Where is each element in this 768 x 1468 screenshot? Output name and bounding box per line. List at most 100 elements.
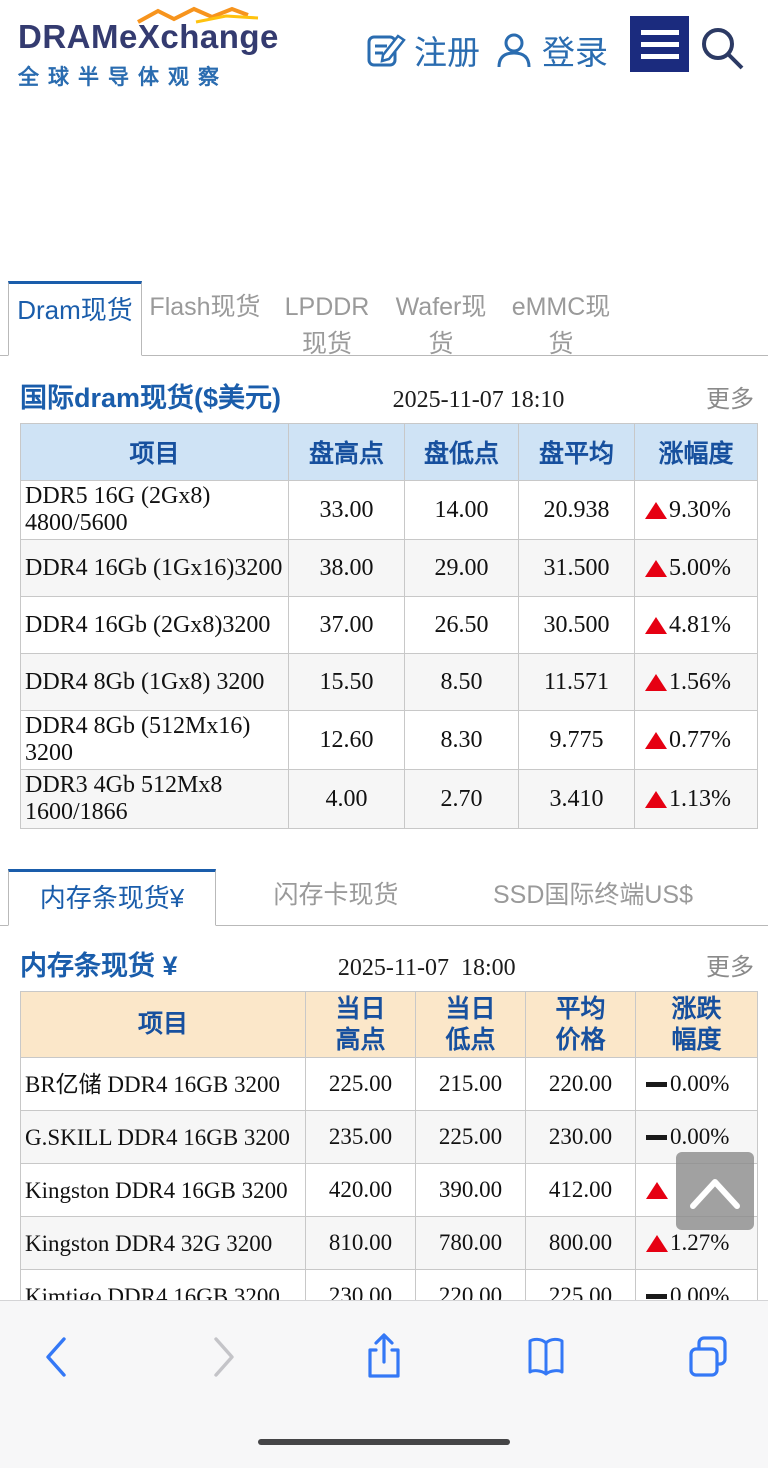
col-header-avg: 盘平均 [518, 423, 635, 481]
cell-high: 38.00 [288, 539, 405, 597]
cell-item: BR亿储 DDR4 16GB 3200 [20, 1057, 306, 1111]
tab-flash-spot[interactable]: Flash现货 [149, 293, 261, 321]
table-row: DDR4 8Gb (1Gx8) 3200 15.50 8.50 11.571 1… [20, 653, 758, 711]
hamburger-bar [640, 41, 679, 47]
register-link[interactable]: 注册 [366, 26, 480, 74]
col-header-item: 项目 [20, 991, 306, 1058]
scroll-to-top-button[interactable] [676, 1152, 754, 1230]
register-icon [367, 34, 406, 67]
hamburger-bar [640, 29, 679, 35]
cell-item: DDR4 16Gb (2Gx8)3200 [20, 596, 289, 654]
change-value: 0.77% [669, 726, 731, 753]
hamburger-bar [640, 53, 679, 59]
cell-low: 29.00 [404, 539, 519, 597]
up-triangle-icon [646, 1181, 668, 1199]
cell-low: 390.00 [415, 1163, 526, 1217]
table-header-row: 项目 当日 高点 当日 低点 平均 价格 涨跌 幅度 [20, 991, 758, 1058]
cell-change: 0.77% [634, 710, 758, 770]
section1-more-link[interactable]: 更多 [706, 386, 754, 413]
cell-item: DDR5 16G (2Gx8) 4800/5600 [20, 480, 289, 540]
cell-item: DDR4 8Gb (512Mx16) 3200 [20, 710, 289, 770]
login-link[interactable]: 登录 [494, 26, 608, 74]
chevron-up-icon [690, 1179, 740, 1209]
cell-low: 8.30 [404, 710, 519, 770]
search-icon-button[interactable] [698, 24, 746, 72]
tab-dram-spot[interactable]: Dram现货 [8, 281, 142, 356]
up-triangle-icon [645, 559, 667, 577]
table-row: DDR3 4Gb 512Mx8 1600/1866 4.00 2.70 3.41… [20, 769, 758, 829]
table-row: Kingston DDR4 32G 3200 810.00 780.00 800… [20, 1216, 758, 1270]
browser-back-button[interactable] [32, 1331, 84, 1383]
menu-button[interactable] [630, 16, 689, 72]
table-row: DDR4 16Gb (1Gx16)3200 38.00 29.00 31.500… [20, 539, 758, 597]
cell-avg: 20.938 [518, 480, 635, 540]
col-header-change: 涨跌 幅度 [635, 991, 758, 1058]
table-row: DDR4 16Gb (2Gx8)3200 37.00 26.50 30.500 … [20, 596, 758, 654]
cell-change: 4.81% [634, 596, 758, 654]
tab-emmc-spot[interactable]: eMMC现货 [511, 293, 611, 358]
cell-high: 225.00 [305, 1057, 416, 1111]
dram-spot-table: 项目 盘高点 盘低点 盘平均 涨幅度 DDR5 16G (2Gx8) 4800/… [20, 423, 758, 829]
col-header-change: 涨幅度 [634, 423, 758, 481]
memory-tabs: 内存条现货¥ 闪存卡现货 SSD国际终端US$ [0, 869, 768, 926]
section2-more-link[interactable]: 更多 [706, 954, 754, 981]
cell-low: 26.50 [404, 596, 519, 654]
cell-low: 8.50 [404, 653, 519, 711]
tab-switcher-icon [689, 1336, 727, 1377]
section2-datetime: 2025-11-07 18:00 [337, 955, 516, 981]
logo-subtitle: 全球半导体观察 [18, 66, 228, 89]
up-triangle-icon [645, 731, 667, 749]
cell-avg: 30.500 [518, 596, 635, 654]
col-header-day-low: 当日 低点 [415, 991, 526, 1058]
cell-low: 2.70 [404, 769, 519, 829]
logo[interactable]: DRAMeXchange 全球半导体观察 [18, 6, 278, 91]
section1-datetime: 2025-11-07 18:10 [392, 387, 565, 413]
cell-avg: 3.410 [518, 769, 635, 829]
cell-avg: 9.775 [518, 710, 635, 770]
table-row: BR亿储 DDR4 16GB 3200 225.00 215.00 220.00… [20, 1057, 758, 1111]
tab-flash-card-spot[interactable]: 闪存卡现货 [273, 881, 399, 909]
flat-dash-icon [646, 1293, 667, 1299]
table-header-row: 项目 盘高点 盘低点 盘平均 涨幅度 [20, 423, 758, 481]
tab-lpddr-spot[interactable]: LPDDR现货 [284, 293, 370, 358]
home-indicator[interactable] [258, 1439, 510, 1445]
up-triangle-icon [645, 501, 667, 519]
tab-wafer-spot[interactable]: Wafer现货 [395, 293, 487, 358]
bookmarks-book-icon [528, 1337, 564, 1376]
cell-high: 235.00 [305, 1110, 416, 1164]
browser-share-button[interactable] [358, 1331, 410, 1383]
browser-bookmarks-button[interactable] [520, 1331, 572, 1383]
forward-chevron-icon [214, 1337, 234, 1377]
cell-item: DDR4 16Gb (1Gx16)3200 [20, 539, 289, 597]
table-row: DDR4 8Gb (512Mx16) 3200 12.60 8.30 9.775… [20, 710, 758, 770]
section1-title: 国际dram现货($美元) [20, 383, 282, 413]
login-label: 登录 [542, 34, 608, 71]
change-value: 4.81% [669, 611, 731, 638]
table-row: Kingston DDR4 16GB 3200 420.00 390.00 41… [20, 1163, 758, 1217]
share-icon [368, 1333, 400, 1378]
cell-change: 1.13% [634, 769, 758, 829]
section2-title: 内存条现货 ¥ [20, 951, 178, 981]
tab-memory-module-spot[interactable]: 内存条现货¥ [8, 869, 216, 926]
cell-avg: 11.571 [518, 653, 635, 711]
browser-forward-button[interactable] [196, 1331, 248, 1383]
cell-item: Kingston DDR4 32G 3200 [20, 1216, 306, 1270]
cell-change: 0.00% [635, 1057, 758, 1111]
change-value: 5.00% [669, 554, 731, 581]
table-row: G.SKILL DDR4 16GB 3200 235.00 225.00 230… [20, 1110, 758, 1164]
up-triangle-icon [645, 790, 667, 808]
cell-low: 225.00 [415, 1110, 526, 1164]
site-header: DRAMeXchange 全球半导体观察 注册 登录 [0, 0, 768, 100]
cell-high: 33.00 [288, 480, 405, 540]
cell-change: 0.00% [635, 1110, 758, 1164]
cell-high: 12.60 [288, 710, 405, 770]
browser-tabs-button[interactable] [682, 1331, 734, 1383]
flat-dash-icon [646, 1134, 667, 1140]
change-value: 1.56% [669, 668, 731, 695]
section1-head: 国际dram现货($美元) 2025-11-07 18:10 更多 [20, 376, 754, 415]
tab-ssd-intl[interactable]: SSD国际终端US$ [492, 881, 694, 909]
cell-item: G.SKILL DDR4 16GB 3200 [20, 1110, 306, 1164]
change-value: 1.27% [670, 1230, 730, 1255]
cell-low: 780.00 [415, 1216, 526, 1270]
memory-module-table: 项目 当日 高点 当日 低点 平均 价格 涨跌 幅度 BR亿储 DDR4 16GB 32… [20, 991, 758, 1323]
